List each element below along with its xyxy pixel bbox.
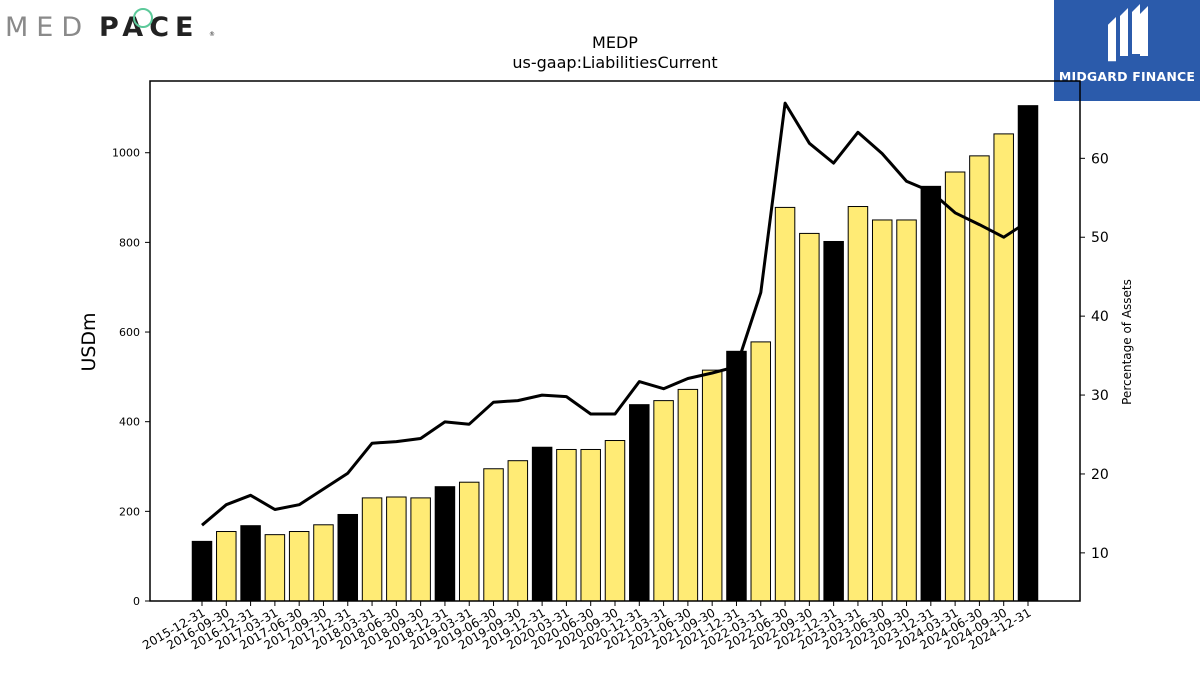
bar <box>847 206 869 602</box>
bar <box>580 448 601 602</box>
bar <box>507 460 529 602</box>
bar <box>726 350 747 602</box>
bar <box>191 540 213 602</box>
midgard-finance-logo: MIDGARD FINANCE <box>1054 0 1200 101</box>
bar <box>823 240 844 602</box>
bar <box>386 496 407 602</box>
bar <box>288 531 310 602</box>
bar <box>920 185 942 602</box>
bar <box>434 486 456 602</box>
bar <box>701 369 723 602</box>
y2-tick-label: 50 <box>1091 230 1109 246</box>
y-tick-label: 0 <box>133 595 140 608</box>
bar <box>774 206 796 602</box>
bar <box>653 400 674 602</box>
y-tick-label: 200 <box>119 505 140 518</box>
y-tick-label: 1000 <box>112 147 140 160</box>
bar <box>629 404 650 602</box>
medpace-logo: MED PACE ® <box>4 4 219 44</box>
medpace-logo-registered: ® <box>209 31 215 38</box>
bar <box>750 341 772 602</box>
y2-tick-label: 20 <box>1091 467 1109 483</box>
bar <box>337 513 359 602</box>
bar <box>604 440 626 602</box>
y-axis-label: USDm <box>78 312 100 371</box>
y2-tick-label: 30 <box>1091 388 1109 404</box>
y2-tick-label: 60 <box>1091 151 1109 167</box>
midgard-emblem-icon <box>1108 4 1148 62</box>
bar <box>556 448 577 602</box>
bar <box>944 171 966 602</box>
y-tick-label: 800 <box>119 236 140 249</box>
bar <box>313 524 334 602</box>
bar <box>216 531 237 602</box>
bar <box>871 219 893 602</box>
bar <box>361 497 383 602</box>
bar <box>677 388 699 602</box>
y-tick-label: 400 <box>119 416 140 429</box>
bar <box>264 534 286 602</box>
bar <box>993 133 1014 602</box>
bar <box>1017 105 1039 602</box>
bar <box>410 497 431 602</box>
y2-tick-label: 40 <box>1091 309 1109 325</box>
bar <box>531 446 553 602</box>
y-tick-label: 600 <box>119 326 140 339</box>
chart-subtitle: us-gaap:LiabilitiesCurrent <box>512 53 717 72</box>
y2-tick-label: 10 <box>1091 546 1109 562</box>
line-group <box>201 101 1029 527</box>
bar <box>240 525 261 602</box>
medpace-logo-ring-icon <box>133 8 153 28</box>
bar <box>799 232 820 602</box>
percentage-line <box>201 101 1029 527</box>
bar <box>483 468 504 602</box>
medpace-logo-text-bold: PACE <box>99 12 199 43</box>
chart-title: MEDP <box>592 33 638 52</box>
medpace-logo-text: MED <box>5 12 90 43</box>
bar <box>458 481 480 602</box>
bars-group <box>191 105 1039 602</box>
y2-axis-label: Percentage of Assets <box>1120 279 1134 405</box>
bar <box>896 219 917 602</box>
midgard-finance-label: MIDGARD FINANCE <box>1058 69 1196 84</box>
